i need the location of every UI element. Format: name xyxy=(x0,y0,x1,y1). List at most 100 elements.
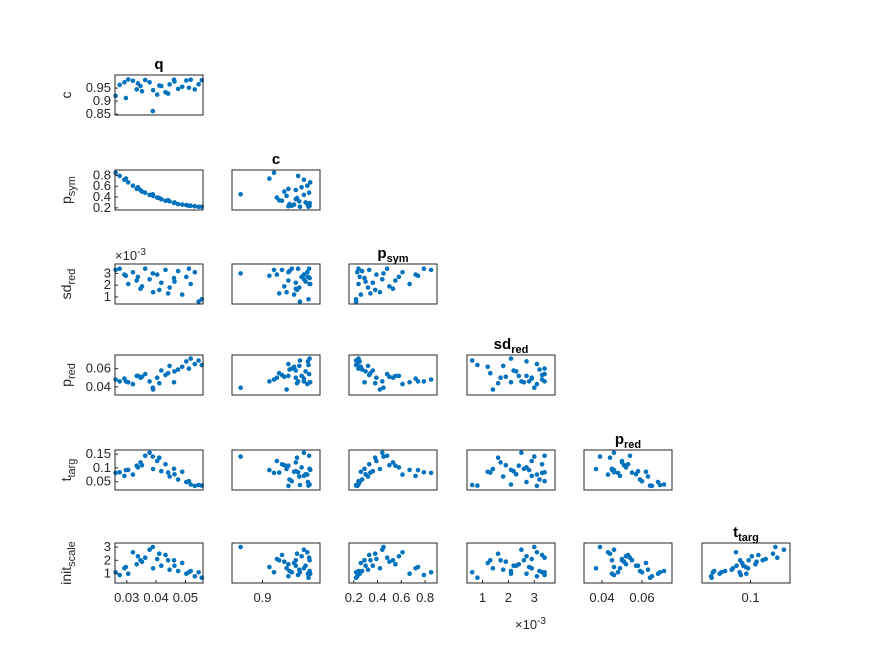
data-point xyxy=(175,367,181,372)
axes-box xyxy=(114,263,204,305)
data-point xyxy=(413,473,418,479)
data-point xyxy=(400,381,405,387)
data-point xyxy=(374,375,379,381)
data-point xyxy=(284,466,289,472)
data-point xyxy=(186,203,192,208)
data-point xyxy=(271,267,277,273)
data-point xyxy=(415,379,421,384)
data-point xyxy=(303,279,308,284)
data-point xyxy=(415,467,421,473)
data-point xyxy=(157,287,162,293)
y-tick-label: 0.6 xyxy=(93,178,111,193)
axes-box xyxy=(114,542,204,584)
data-point xyxy=(387,559,392,564)
data-point xyxy=(289,203,295,208)
data-point xyxy=(130,78,136,84)
data-point xyxy=(289,366,295,371)
axes-box xyxy=(231,263,321,305)
data-point xyxy=(384,555,390,560)
panel-title-base: c xyxy=(272,151,280,168)
data-point xyxy=(306,453,312,459)
data-point xyxy=(130,550,136,555)
data-point xyxy=(490,466,496,472)
data-point xyxy=(299,554,304,559)
x-tick-label: 0.1 xyxy=(742,590,760,605)
y-tick-label: 3 xyxy=(104,539,111,554)
data-point xyxy=(295,173,301,179)
data-point xyxy=(623,554,629,559)
data-point xyxy=(532,544,537,550)
data-point xyxy=(301,379,307,384)
data-point xyxy=(524,479,529,485)
data-point xyxy=(163,462,168,467)
data-point xyxy=(123,95,129,101)
data-point xyxy=(377,387,383,392)
data-point xyxy=(415,273,421,279)
data-point xyxy=(387,462,392,468)
data-point xyxy=(524,571,529,576)
data-point xyxy=(368,370,373,376)
data-point xyxy=(526,564,532,570)
data-point xyxy=(597,454,603,459)
x-tick-label: 3 xyxy=(531,590,538,605)
data-point xyxy=(284,289,289,295)
data-point xyxy=(154,375,160,381)
x-tick-label: 0.2 xyxy=(345,590,363,605)
data-point xyxy=(135,274,141,280)
data-point xyxy=(159,563,164,568)
data-point xyxy=(238,385,243,391)
data-point xyxy=(186,85,192,91)
data-point xyxy=(196,81,201,87)
data-point xyxy=(135,373,141,379)
data-point xyxy=(139,284,145,289)
data-point xyxy=(387,374,392,380)
y-axis-label: sdred xyxy=(58,269,78,300)
data-point xyxy=(123,273,129,279)
data-point xyxy=(294,551,300,556)
data-point xyxy=(615,570,621,575)
data-point xyxy=(621,559,627,564)
data-point xyxy=(165,91,171,96)
data-point xyxy=(297,570,303,575)
data-point xyxy=(539,372,545,378)
data-point xyxy=(123,379,129,384)
data-point xyxy=(393,562,398,567)
data-point xyxy=(362,466,367,472)
panel-grid: q0.850.90.95c0.20.40.60.8psymc123sdred×1… xyxy=(58,56,791,632)
data-point xyxy=(175,568,181,574)
data-point xyxy=(274,458,280,464)
y-axis-label-base: init xyxy=(58,567,74,585)
data-point xyxy=(125,281,131,287)
panel-title: q xyxy=(154,56,163,73)
data-point xyxy=(142,77,148,83)
panel-title-base: p xyxy=(377,245,386,262)
data-point xyxy=(303,563,308,568)
data-point xyxy=(639,478,645,484)
data-point xyxy=(407,467,412,473)
x-tick-label: 0.05 xyxy=(173,590,198,605)
data-point xyxy=(627,453,633,459)
panel-title-sub: red xyxy=(624,439,641,451)
panel-t_targ-vs-sd_red xyxy=(466,449,556,491)
data-point xyxy=(611,547,617,552)
data-point xyxy=(537,367,542,372)
data-point xyxy=(485,364,491,370)
data-point xyxy=(306,190,312,195)
panel-title: sdred xyxy=(494,336,529,356)
panel-title: psym xyxy=(377,245,408,265)
data-point xyxy=(380,379,385,384)
data-point xyxy=(306,297,311,302)
data-point xyxy=(179,560,185,566)
data-point xyxy=(374,272,379,277)
data-point xyxy=(362,558,367,563)
data-point xyxy=(355,269,360,275)
data-point xyxy=(293,280,299,286)
data-point xyxy=(291,292,297,297)
data-point xyxy=(286,483,291,489)
data-point xyxy=(286,186,291,192)
data-point xyxy=(508,482,514,487)
data-point xyxy=(534,574,540,579)
data-point xyxy=(117,572,122,578)
data-point xyxy=(165,470,171,475)
data-point xyxy=(368,291,373,296)
